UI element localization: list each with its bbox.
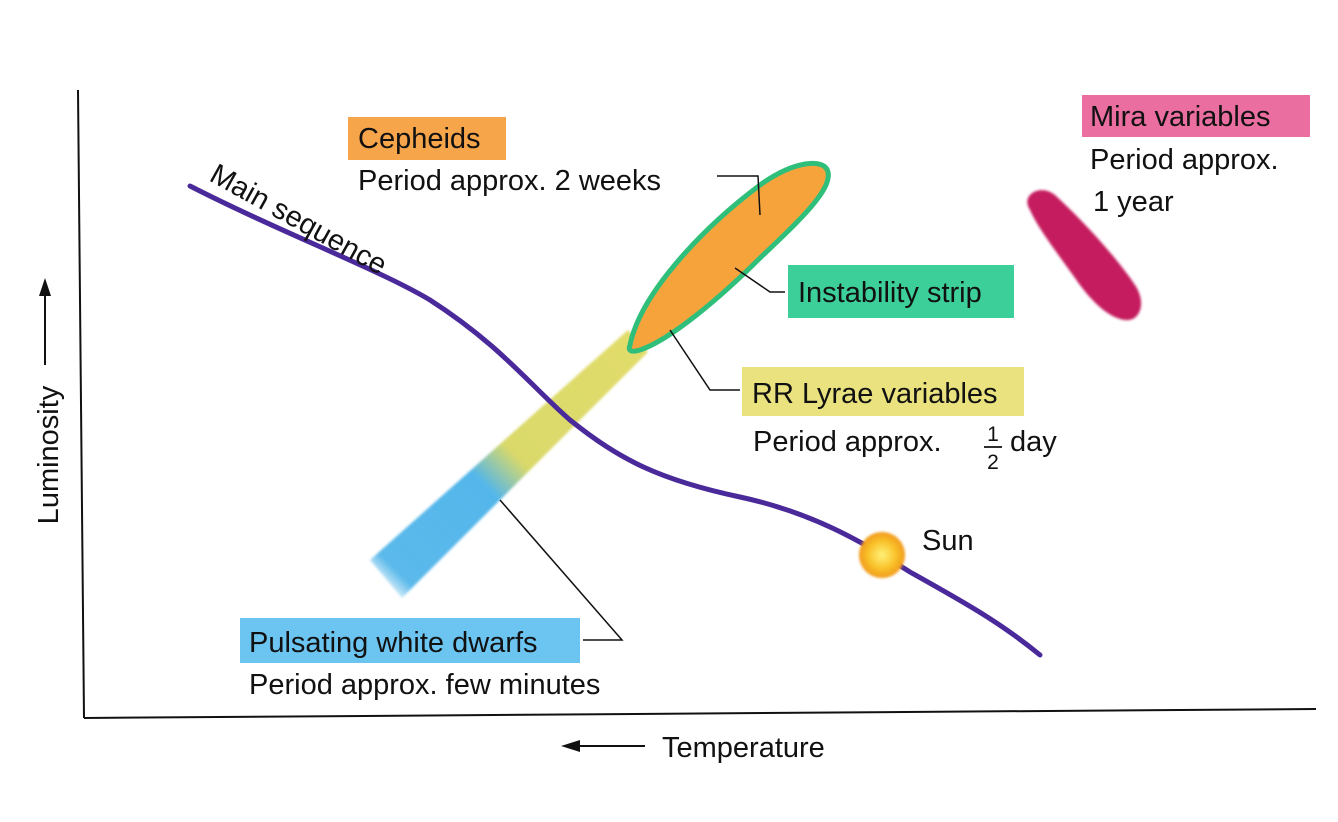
mira-period-line1: Period approx.: [1090, 144, 1279, 176]
white-dwarf-leader-line: [499, 499, 624, 641]
sun-label: Sun: [922, 525, 974, 557]
cepheids-tag: [348, 117, 506, 160]
x-axis: [83, 708, 1317, 719]
sun-icon: [859, 532, 905, 578]
rr-lyrae-leader-line: [669, 329, 740, 391]
y-axis-arrowhead-icon: [39, 278, 51, 296]
cepheids-label: Cepheids: [358, 123, 481, 155]
y-axis: [77, 89, 85, 719]
instability-strip-lower-band: [370, 330, 648, 598]
instability-leader-line: [734, 267, 785, 293]
mira-region: [1027, 190, 1142, 321]
white-dwarfs-period: Period approx. few minutes: [249, 669, 600, 701]
instability-strip-label: Instability strip: [798, 277, 982, 309]
y-axis-label: Luminosity: [33, 385, 65, 524]
cepheid-region: [626, 160, 831, 354]
white-dwarfs-label: Pulsating white dwarfs: [249, 627, 538, 659]
instability-strip-tag: [788, 265, 1014, 318]
rr-lyrae-fraction-denominator: 2: [987, 451, 999, 474]
rr-lyrae-fraction-numerator: 1: [987, 423, 999, 446]
white-dwarfs-tag: [240, 618, 580, 663]
x-axis-label: Temperature: [662, 732, 825, 764]
rr-lyrae-label: RR Lyrae variables: [752, 378, 998, 410]
main-sequence-curve: [187, 183, 1043, 658]
cepheids-period: Period approx. 2 weeks: [358, 165, 661, 197]
rr-lyrae-period-suffix: day: [1010, 426, 1057, 458]
rr-lyrae-period-prefix: Period approx.: [753, 426, 942, 458]
x-axis-arrowhead-icon: [561, 740, 580, 752]
mira-label: Mira variables: [1090, 101, 1271, 133]
rr-lyrae-tag: [742, 367, 1024, 416]
cepheid-leader-line: [717, 175, 761, 216]
mira-tag: [1082, 95, 1310, 137]
mira-period-line2: 1 year: [1093, 186, 1174, 218]
